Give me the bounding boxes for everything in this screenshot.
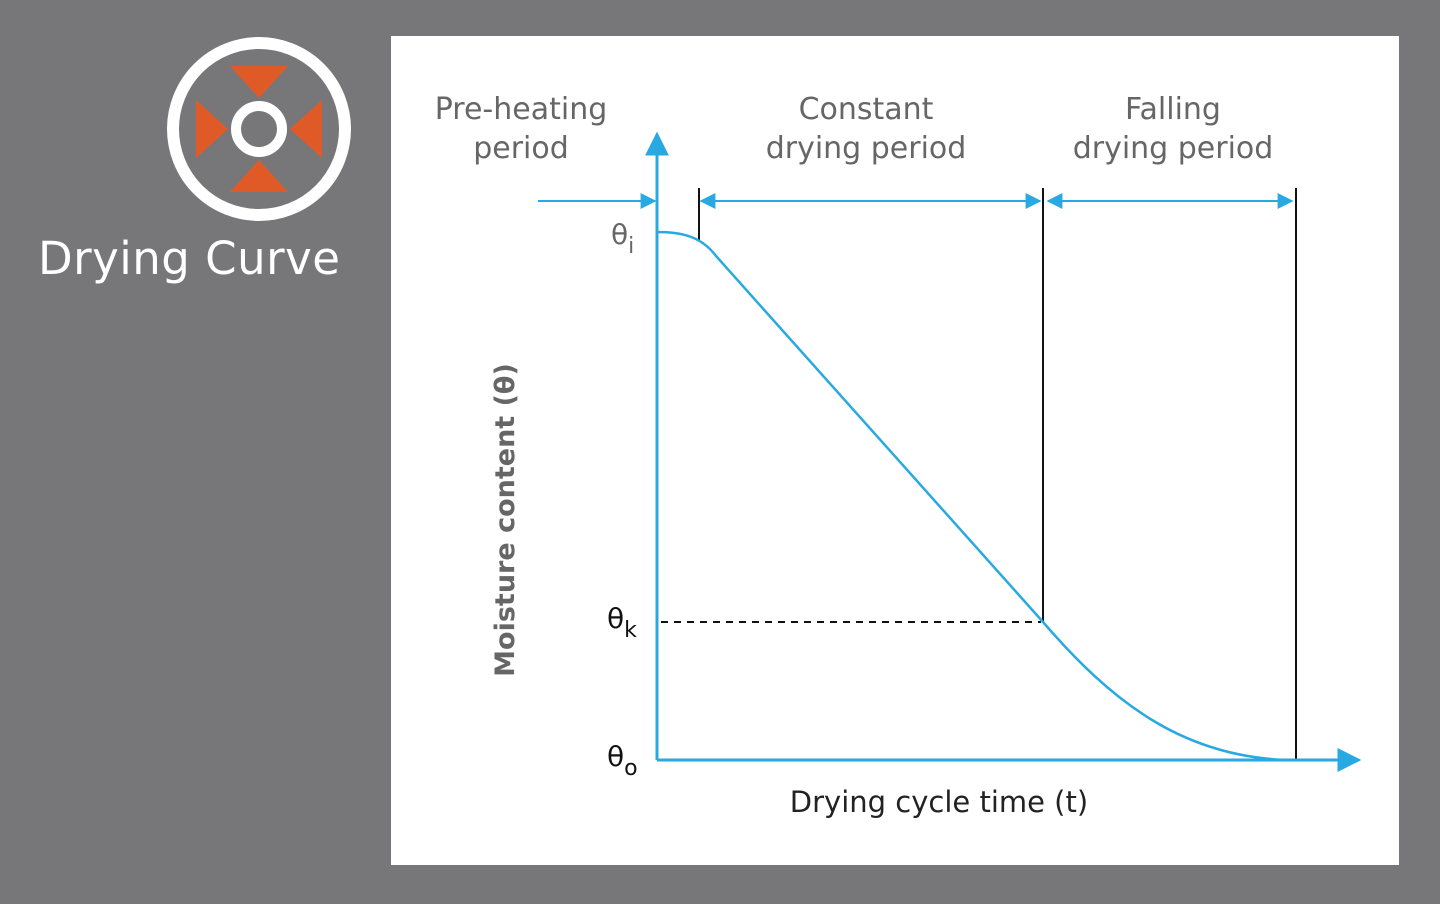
theta-i-label: θi xyxy=(611,218,634,259)
phase-label-preheat-line2: period xyxy=(473,131,569,166)
phase-label-falling-line2: drying period xyxy=(1073,131,1274,166)
phase-label-constant-line2: drying period xyxy=(766,131,967,166)
drying-curve-line xyxy=(656,230,1287,762)
phase-label-falling-line1: Falling xyxy=(1125,92,1221,127)
x-axis-label: Drying cycle time (t) xyxy=(790,785,1088,819)
phase-label-constant-line1: Constant xyxy=(799,92,934,127)
page-title: Drying Curve xyxy=(38,232,341,285)
drying-curve-logo-icon xyxy=(167,37,351,221)
diagram-panel: Pre-heating period Constant drying perio… xyxy=(391,36,1399,865)
phase-label-preheat-line1: Pre-heating xyxy=(435,92,608,127)
y-axis-label: Moisture content (θ) xyxy=(490,363,521,677)
drying-curve-diagram: Pre-heating period Constant drying perio… xyxy=(435,92,1362,819)
theta-o-label: θo xyxy=(607,740,638,781)
theta-k-label: θk xyxy=(607,602,637,643)
